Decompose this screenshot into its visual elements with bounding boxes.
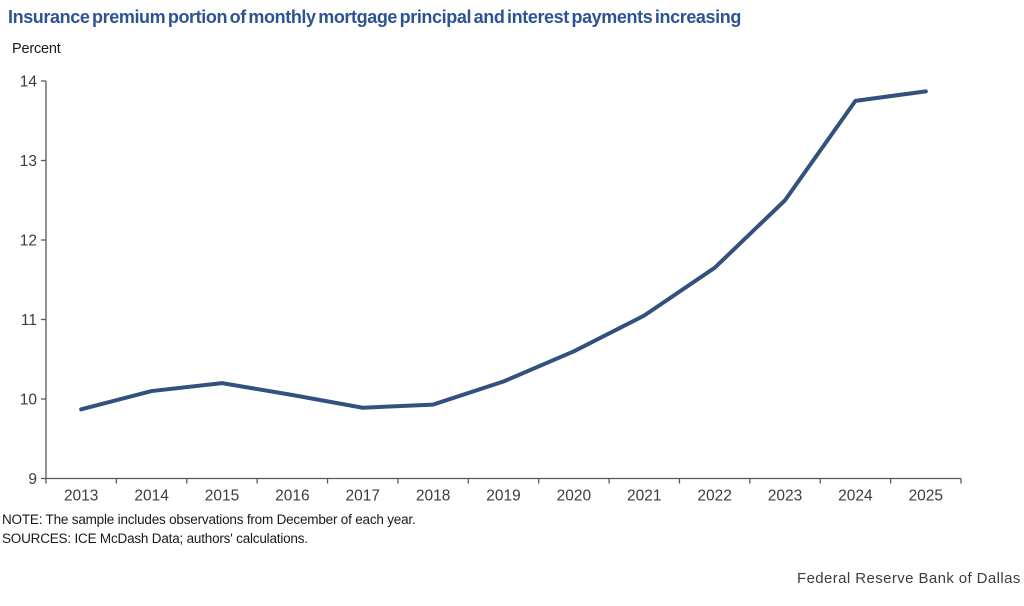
y-tick-label: 12 [20,233,37,250]
note-text: NOTE: The sample includes observations f… [2,512,416,527]
x-tick-label: 2023 [768,488,802,505]
footer-organization: Federal Reserve Bank of Dallas [797,570,1021,587]
x-tick-label: 2015 [205,488,239,505]
x-tick-label: 2014 [134,488,169,505]
axes [41,80,962,484]
chart-title: Insurance premium portion of monthly mor… [8,7,741,27]
axis-tick-labels: 9 10 11 12 13 14 2013 2014 2015 2016 2017 2018 2019 2… [20,74,943,505]
sources-text: SOURCES: ICE McDash Data; authors' calcu… [2,531,308,546]
y-tick-label: 10 [20,392,38,409]
x-tick-label: 2020 [557,488,592,505]
y-tick-label: 13 [20,153,37,170]
x-tick-label: 2018 [416,488,450,505]
x-tick-label: 2024 [838,488,873,505]
x-tick-label: 2013 [64,488,98,505]
x-tick-label: 2021 [627,488,661,505]
x-tick-label: 2019 [486,488,520,505]
data-series-line [79,89,928,412]
x-tick-label: 2016 [275,488,309,505]
y-tick-label: 11 [21,312,37,329]
y-axis-unit-label: Percent [12,41,61,57]
x-tick-label: 2025 [909,488,943,505]
y-tick-label: 9 [28,471,37,488]
x-tick-label: 2017 [345,488,379,505]
x-tick-label: 2022 [697,488,731,505]
y-tick-label: 14 [20,74,38,91]
